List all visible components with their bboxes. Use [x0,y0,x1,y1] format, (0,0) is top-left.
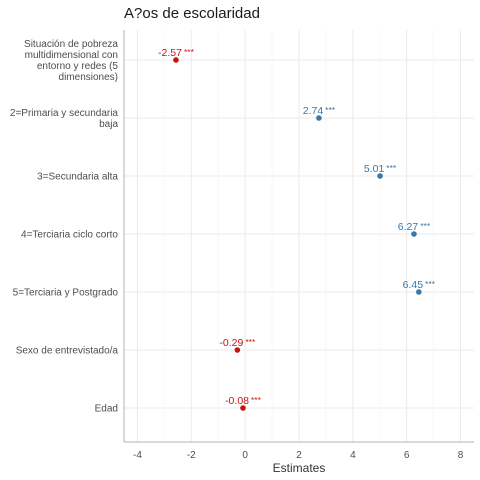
y-tick-label: 5=Terciaria y Postgrado [13,288,119,299]
estimate-label: 5.01 *** [364,163,397,175]
estimate-point [416,289,422,295]
estimate-label: 2.74 *** [303,105,336,117]
x-tick-label: -4 [133,450,142,461]
estimate-point [234,347,241,353]
estimate-point [316,115,322,121]
estimate-point [173,57,179,63]
x-axis-ticks: -4 -2 0 2 4 6 8 [133,450,464,461]
estimate-label: -2.57 *** [158,47,195,59]
x-tick-label: -2 [187,450,196,461]
x-tick-label: 8 [458,450,464,461]
chart-title: A?os de escolaridad [124,5,260,22]
estimate-label: -0.08 *** [225,395,262,407]
grid-lines [124,30,474,442]
estimate-label: 6.45 *** [403,279,436,291]
estimate-label: 6.27 *** [398,221,431,233]
x-tick-label: 6 [404,450,410,461]
y-tick-label: 3=Secundaria alta [37,172,118,183]
x-tick-label: 2 [296,450,302,461]
x-tick-label: 0 [242,450,248,461]
y-tick-label: Situación de pobreza multidimensional con… [24,39,118,83]
y-tick-label: 4=Terciaria ciclo corto [21,230,118,241]
y-tick-label: Edad [95,404,118,415]
axes [123,30,474,443]
estimate-label: -0.29 *** [219,337,256,349]
y-axis-labels: Situación de pobreza multidimensional con… [10,39,119,415]
x-axis-label: Estimates [273,461,326,475]
estimate-point [377,173,383,179]
y-tick-label: Sexo de entrevistado/a [16,346,119,357]
estimate-point [411,231,417,237]
y-tick-label: 2=Primaria y secundaria baja [10,108,119,130]
x-tick-label: 4 [350,450,356,461]
estimate-point [240,405,246,411]
estimate-points: -2.57 *** 2.74 *** 5.01 *** 6.27 *** 6.45 *** -0.2… [158,47,436,411]
